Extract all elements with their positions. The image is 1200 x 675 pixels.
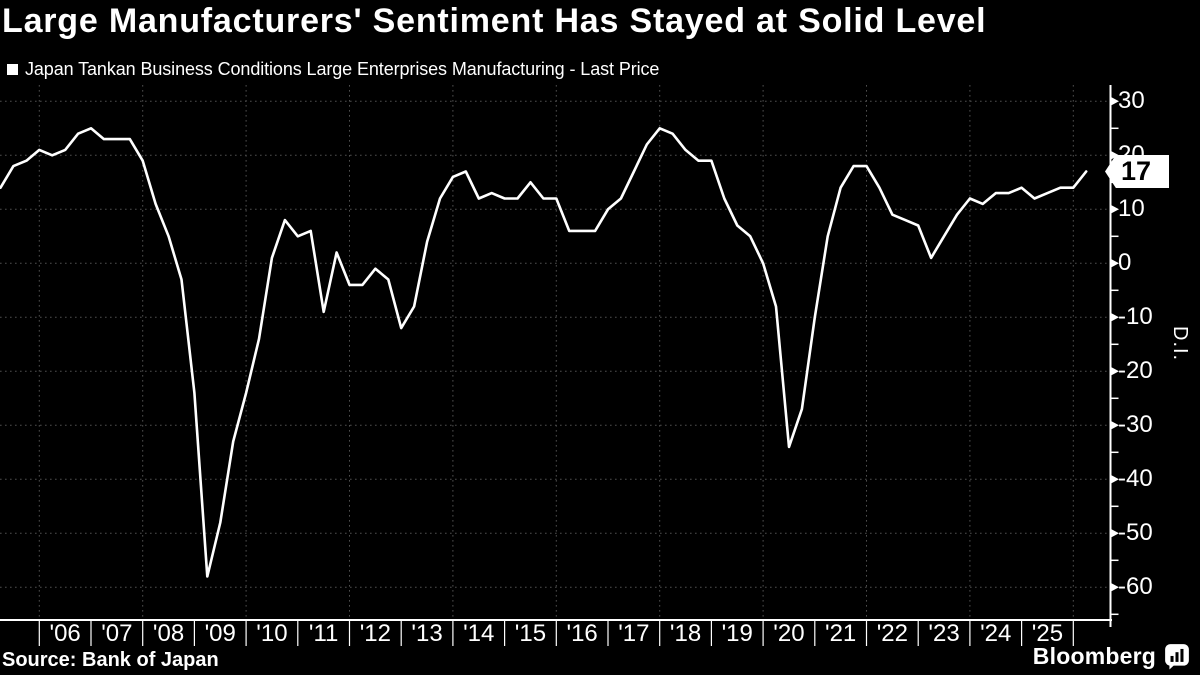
- bloomberg-brand: Bloomberg: [1033, 643, 1190, 670]
- chart-title: Large Manufacturers' Sentiment Has Staye…: [2, 2, 987, 40]
- y-axis-major-tick: [1110, 582, 1119, 592]
- series-line: [0, 127, 1088, 578]
- y-axis-title: D.I.: [1169, 326, 1191, 362]
- y-axis-major-tick: [1110, 96, 1119, 106]
- y-axis-major-tick: [1110, 366, 1119, 376]
- y-axis-major-tick: [1110, 150, 1119, 160]
- y-axis-major-tick: [1110, 420, 1119, 430]
- bloomberg-bars-icon: [1165, 644, 1189, 670]
- y-axis-major-tick: [1110, 204, 1119, 214]
- source-note: Source: Bank of Japan: [2, 649, 219, 671]
- y-axis-major-tick: [1110, 312, 1119, 322]
- legend-series-label: Japan Tankan Business Conditions Large E…: [25, 59, 660, 79]
- legend-series-marker: [7, 64, 18, 75]
- y-axis-major-tick: [1110, 474, 1119, 484]
- y-axis-major-tick: [1110, 528, 1119, 538]
- bloomberg-wordmark: Bloomberg: [1032, 643, 1156, 669]
- y-axis-major-tick: [1110, 258, 1119, 268]
- last-price-badge: 17: [1105, 155, 1169, 188]
- legend: Japan Tankan Business Conditions Large E…: [7, 59, 659, 80]
